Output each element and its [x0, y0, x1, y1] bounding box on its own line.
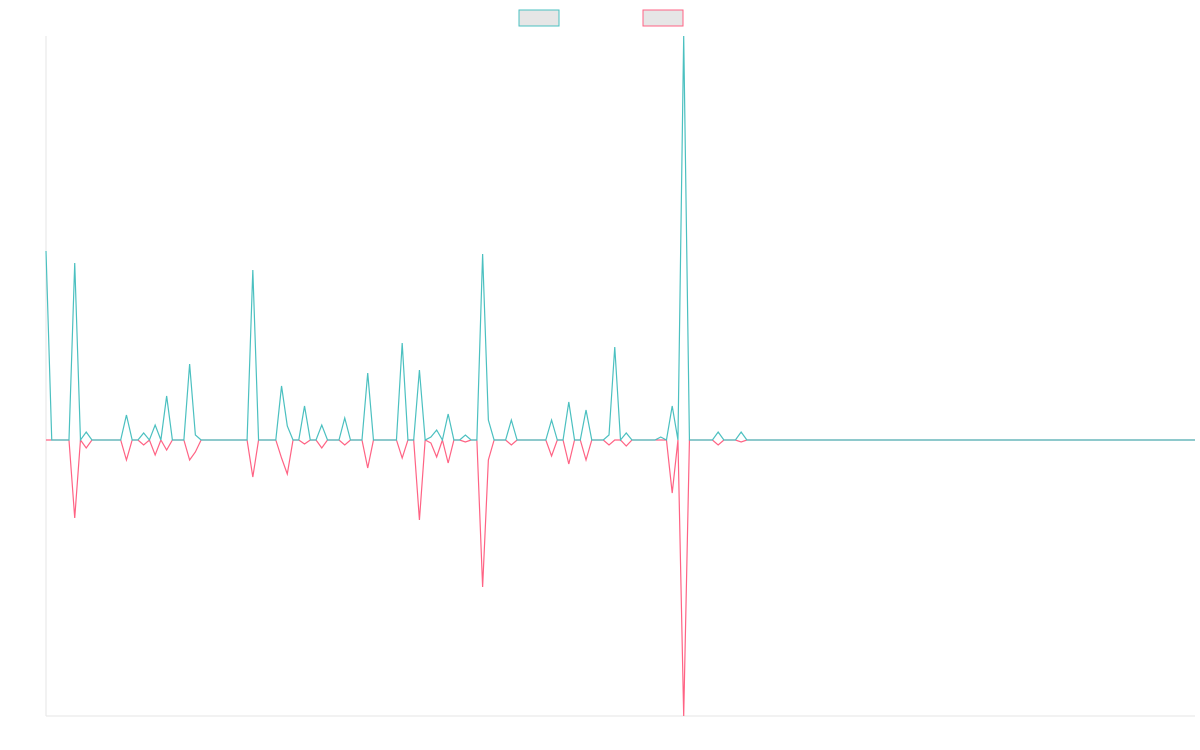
series-line [46, 437, 1195, 717]
legend-swatch [642, 9, 684, 27]
legend-swatch [518, 9, 560, 27]
series-line [45, 35, 1195, 442]
